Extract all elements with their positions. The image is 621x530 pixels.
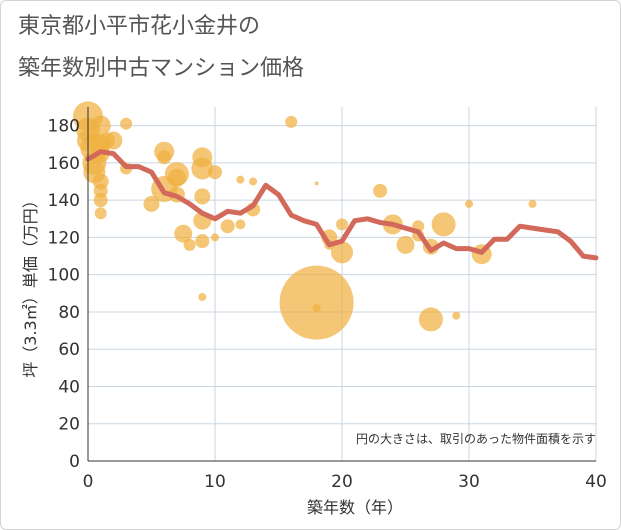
data-bubble [452, 311, 461, 320]
data-bubble [157, 150, 172, 165]
y-tick-label: 120 [48, 228, 80, 248]
data-bubble [236, 175, 245, 184]
data-bubble [93, 193, 108, 208]
data-bubble [235, 219, 246, 230]
data-bubble [528, 199, 537, 208]
data-bubble [208, 165, 222, 180]
y-tick-label: 20 [58, 415, 80, 435]
trend-line [85, 149, 599, 261]
trend-series [85, 149, 599, 261]
data-bubble [279, 265, 354, 340]
data-bubble [183, 238, 196, 251]
chart-title-line-2: 築年数別中古マンション価格 [18, 56, 305, 81]
data-bubble [285, 115, 298, 128]
y-tick-label: 40 [58, 377, 80, 397]
x-axis-title: 築年数（年） [307, 498, 403, 517]
y-tick-label: 180 [48, 117, 80, 137]
data-bubble [120, 117, 133, 130]
data-bubble [104, 131, 123, 150]
x-tick-label: 40 [585, 472, 607, 492]
y-axis-title: 坪（3.3㎡）単価（万円） [21, 192, 40, 377]
data-bubble [249, 177, 258, 186]
x-tick-label: 30 [458, 472, 480, 492]
data-bubble [373, 183, 388, 198]
y-tick-label: 60 [58, 340, 80, 360]
size-note: 円の大きさは、取引のあった物件面積を示す [356, 431, 596, 446]
y-tick-label: 160 [48, 154, 80, 174]
data-bubble [194, 188, 211, 205]
data-bubble [220, 219, 235, 234]
x-tick-label: 0 [83, 472, 94, 492]
data-bubble [94, 207, 107, 220]
data-bubble [198, 293, 207, 302]
data-bubble [90, 115, 111, 136]
axes: 0 10 20 30 40 0 20 40 60 80 100 120 140 160 180 [48, 107, 607, 492]
y-tick-label: 0 [69, 452, 80, 472]
data-bubble [314, 181, 319, 186]
bubble-series [73, 101, 537, 340]
data-bubble [331, 241, 353, 264]
data-bubble [191, 157, 214, 180]
y-tick-label: 140 [48, 191, 80, 211]
data-bubble [167, 168, 186, 187]
data-bubble [312, 304, 321, 313]
x-tick-label: 10 [204, 472, 226, 492]
x-tick-label: 20 [331, 472, 353, 492]
y-tick-label: 100 [48, 266, 80, 286]
data-bubble [336, 218, 348, 231]
data-bubble [174, 224, 193, 243]
chart-title-line-1: 東京都小平市花小金井の [18, 14, 261, 39]
data-bubble [211, 233, 219, 242]
data-bubble [465, 199, 473, 208]
data-bubble [143, 195, 160, 212]
y-tick-label: 80 [58, 303, 80, 323]
data-bubble [396, 235, 415, 254]
data-bubble [195, 234, 210, 249]
data-bubble [418, 307, 443, 332]
data-bubble [431, 212, 456, 237]
